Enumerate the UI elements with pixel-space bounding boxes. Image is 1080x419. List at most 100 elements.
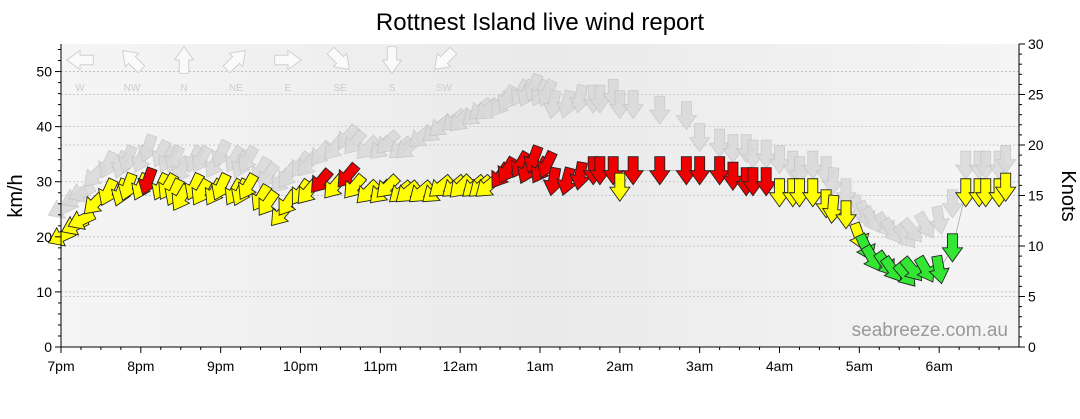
gust-arrows	[47, 72, 1017, 249]
wind-arrow	[768, 178, 791, 208]
gust-arrow	[899, 216, 922, 243]
watermark: seabreeze.com.au	[852, 320, 1008, 341]
wind-arrow	[376, 173, 402, 198]
wind-arrow	[344, 172, 368, 199]
x-tick-label: 10pm	[283, 358, 318, 374]
x-tick-label: 4am	[766, 358, 793, 374]
wind-arrow	[238, 171, 260, 201]
wind-arrow	[801, 178, 824, 208]
wind-arrow	[954, 178, 977, 208]
gust-arrow	[994, 145, 1017, 175]
gust-arrow	[376, 129, 401, 154]
compass-label: E	[285, 83, 292, 94]
wind-arrow	[310, 167, 334, 194]
gust-arrow	[722, 134, 744, 164]
wind-arrow	[742, 167, 764, 197]
compass-arrow-icon	[222, 50, 246, 74]
gust-arrow	[913, 210, 935, 239]
wind-arrow	[622, 156, 645, 186]
compass-arrow-icon	[274, 49, 303, 71]
x-tick-label: 2am	[606, 358, 633, 374]
axes: 0 10 20 30 40 50 0 5 10 15 20 25 30 7pm 8pm 9pm 10pm 11pm…	[36, 36, 1043, 374]
compass-arrow-icon	[434, 46, 458, 70]
wind-arrow	[556, 166, 578, 196]
right-tick-label: 15	[1028, 188, 1044, 204]
compass-legend: W NW N NE E SE S SW	[65, 45, 458, 94]
wind-arrow	[608, 172, 631, 203]
x-tick-label: 3am	[686, 358, 713, 374]
left-tick-label: 30	[36, 174, 52, 190]
chart-title: Rottnest Island live wind report	[376, 9, 704, 36]
wind-arrow	[941, 233, 964, 263]
gust-arrow	[238, 144, 260, 173]
compass-arrow-icon	[381, 46, 403, 75]
left-tick-label: 50	[36, 64, 52, 80]
gust-arrow	[955, 150, 977, 180]
gust-arrow	[609, 90, 631, 120]
gust-arrow	[67, 181, 97, 203]
gust-arrow	[928, 205, 950, 235]
wind-arrow	[788, 178, 811, 208]
compass-label: S	[389, 83, 396, 94]
gust-arrow	[344, 128, 368, 155]
x-tick-label: 11pm	[363, 358, 397, 374]
wind-arrow	[928, 254, 950, 285]
wind-arrow	[675, 156, 698, 186]
gust-arrow	[569, 83, 591, 114]
wind-arrow	[994, 172, 1017, 203]
gust-arrow	[542, 89, 564, 120]
left-tick-label: 10	[36, 284, 52, 300]
compass-label: W	[75, 83, 85, 94]
wind-arrow	[117, 171, 138, 202]
compass-label: N	[180, 83, 187, 94]
gust-arrow	[622, 90, 644, 120]
compass-label: NE	[229, 83, 243, 94]
wind-arrow	[258, 188, 280, 216]
x-tick-label: 1am	[526, 358, 553, 374]
wind-arrow	[755, 167, 778, 197]
wind-arrows	[47, 144, 1017, 287]
gust-arrow	[589, 84, 611, 114]
right-tick-label: 5	[1028, 289, 1036, 305]
right-tick-label: 30	[1028, 36, 1044, 52]
left-axis-label: km/h	[5, 174, 27, 217]
left-tick-label: 0	[44, 339, 52, 355]
x-tick-label: 5am	[846, 358, 873, 374]
compass-arrow-icon	[326, 46, 350, 70]
gust-arrow	[556, 89, 578, 119]
compass-label: NW	[124, 83, 141, 94]
gust-arrow	[97, 149, 119, 179]
right-tick-label: 0	[1028, 339, 1036, 355]
wind-arrow	[542, 166, 565, 197]
x-tick-label: 7pm	[47, 358, 74, 374]
compass-arrow-icon	[65, 49, 94, 71]
x-tick-label: 8pm	[127, 358, 154, 374]
compass-label: SE	[333, 83, 347, 94]
compass-label: SW	[436, 83, 453, 94]
gust-arrow	[742, 139, 764, 169]
wind-arrow	[569, 161, 591, 191]
wind-arrow	[974, 178, 997, 208]
gust-arrow	[688, 123, 711, 153]
gust-arrow	[675, 101, 698, 131]
wind-arrow	[589, 156, 611, 186]
gust-arrow	[941, 189, 964, 219]
compass-arrow-icon	[122, 50, 146, 74]
right-axis-label: Knots	[1057, 170, 1079, 221]
wind-arrow	[648, 156, 671, 186]
wind-arrow	[688, 156, 711, 186]
right-tick-label: 25	[1028, 87, 1044, 103]
x-tick-label: 9pm	[207, 358, 234, 374]
gust-arrow	[822, 166, 844, 197]
x-tick-label: 12am	[443, 358, 478, 374]
right-tick-label: 20	[1028, 137, 1044, 153]
gust-arrow	[648, 95, 671, 125]
compass-arrow-icon	[173, 45, 195, 74]
wind-arrow	[835, 200, 857, 230]
wind-arrow	[67, 209, 97, 230]
gust-arrow	[117, 144, 138, 174]
x-tick-label: 6am	[926, 358, 953, 374]
left-tick-label: 20	[36, 229, 52, 245]
